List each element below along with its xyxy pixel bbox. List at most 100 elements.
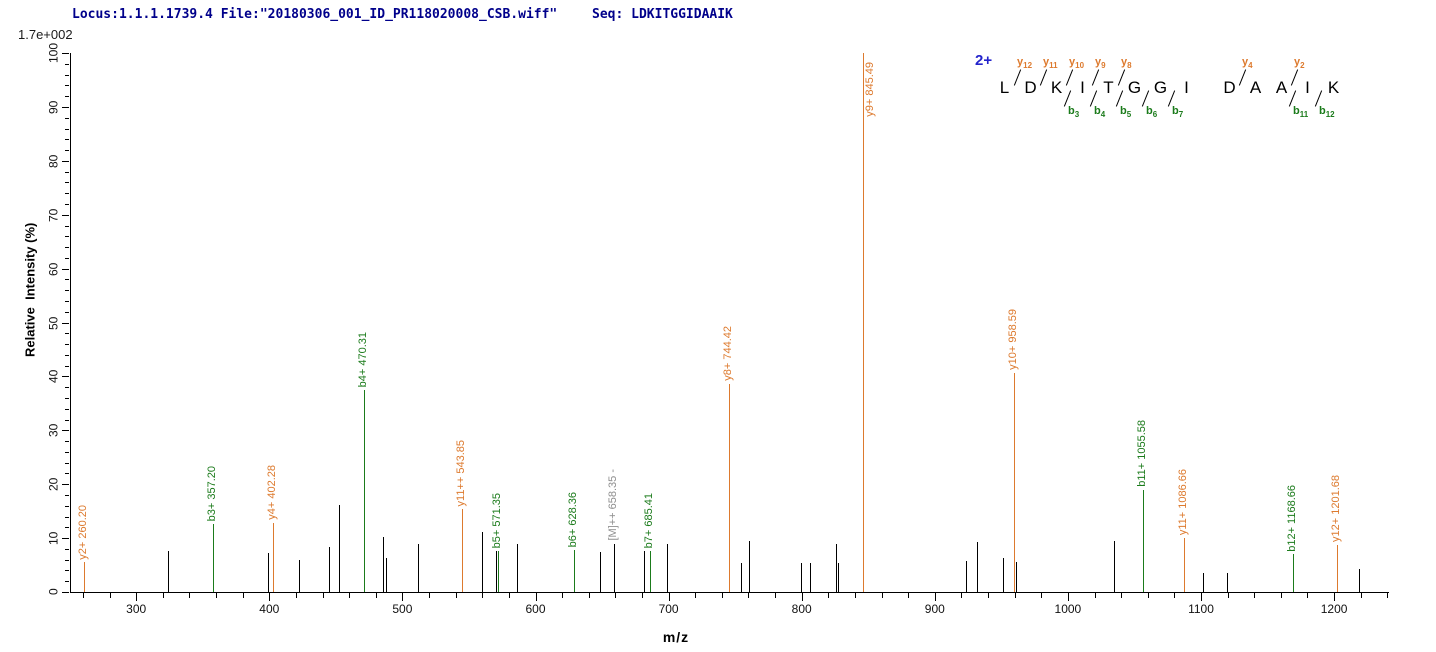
residue-D: D [1024, 78, 1037, 97]
peak-y9+ [863, 53, 865, 592]
x-tick-label: 500 [392, 602, 413, 616]
residue-K: K [1327, 78, 1340, 97]
peak-unassigned [481, 532, 483, 592]
header-locus-file: Locus:1.1.1.1739.4 File:"20180306_001_ID… [72, 7, 558, 22]
b-ion-label-b4: b4 [1094, 105, 1106, 120]
y-minor-tick [65, 128, 69, 130]
fragment-boundary [1196, 76, 1220, 100]
peak-unassigned [599, 551, 601, 592]
peak-y11++ [461, 509, 463, 592]
x-minor-tick [295, 593, 297, 598]
x-tick [801, 593, 803, 601]
x-minor-tick [455, 593, 457, 598]
x-minor-tick [1094, 593, 1096, 598]
b-ion-label-b3: b3 [1068, 105, 1080, 120]
y-minor-tick [65, 495, 69, 496]
x-minor-tick [961, 593, 963, 598]
y-minor-tick [65, 182, 69, 184]
x-minor-tick [349, 593, 351, 598]
y-ion-label-y2: y2 [1294, 55, 1305, 70]
y-minor-tick [65, 96, 69, 98]
y-minor-tick [65, 236, 69, 238]
peak-label: b4+ 470.31 [356, 332, 369, 388]
x-axis-title: m/z [662, 629, 690, 645]
x-tick [136, 593, 138, 601]
y-tick [62, 484, 69, 486]
peak-label: b7+ 685.41 [643, 492, 656, 548]
y-minor-tick [65, 117, 69, 119]
x-tick [668, 593, 670, 601]
peak-b5+ [498, 551, 500, 592]
peak-unassigned [965, 560, 967, 592]
x-minor-tick [1121, 593, 1123, 598]
y-axis-title: Relative Intensity (%) [22, 222, 38, 358]
x-minor-tick [854, 593, 856, 598]
x-tick [934, 593, 936, 601]
peak-unassigned [976, 542, 978, 592]
residue-I: I [1080, 78, 1085, 97]
y-minor-tick [65, 311, 69, 313]
y-minor-tick [65, 139, 69, 141]
max-intensity-label: 1.7e+002 [18, 27, 73, 42]
x-tick-label: 900 [924, 602, 945, 616]
peak-unassigned [386, 558, 387, 592]
x-minor-tick [1041, 593, 1043, 598]
peak-y8+ [728, 383, 730, 592]
y-minor-tick [65, 225, 69, 227]
peak-label: y10+ 958.59 [1006, 309, 1019, 371]
x-tick-label: 400 [259, 602, 280, 616]
y-tick-label: 30 [46, 423, 61, 437]
plot-area: y2+ 260.20 b3+ 357.20 y4+ 402.28 b4+ 470.31… [70, 53, 1389, 593]
y-minor-tick [65, 193, 69, 195]
x-minor-tick [828, 593, 830, 598]
peak-unassigned [835, 543, 837, 592]
x-minor-tick [322, 593, 324, 598]
fragment-boundary: b12 [1314, 76, 1335, 119]
peak-unassigned [1358, 569, 1360, 592]
x-minor-tick [189, 593, 191, 598]
y-tick-label: 80 [46, 154, 61, 168]
peak-unassigned [1203, 572, 1204, 592]
y-tick [62, 376, 69, 378]
y-tick [62, 538, 69, 540]
peak-b4+ [363, 390, 365, 592]
peak-label: y11++ 543.85 [454, 439, 467, 506]
y-minor-tick [65, 247, 69, 248]
peak-unassigned [495, 551, 497, 592]
peak-unassigned [838, 562, 840, 592]
residue-L: L [999, 78, 1010, 97]
y-tick [62, 106, 69, 108]
y-tick-label: 10 [46, 531, 61, 545]
x-minor-tick [908, 593, 910, 598]
peak-y4+ [273, 523, 275, 592]
header-sequence: Seq: LDKITGGIDAAIK [592, 7, 733, 22]
y-minor-tick [65, 290, 69, 292]
y-ion-label-y12: y12 [1017, 55, 1033, 70]
peak-label: b12+ 1168.66 [1286, 484, 1299, 552]
y-tick [62, 322, 69, 324]
peak-label: y4+ 402.28 [266, 465, 279, 520]
y-minor-tick [65, 171, 69, 173]
b-ion-label-b12: b12 [1319, 105, 1335, 120]
peak-unassigned [268, 553, 269, 592]
peak-b7+ [650, 551, 652, 592]
x-tick-label: 300 [126, 602, 147, 616]
y-minor-tick [65, 516, 69, 518]
peak-unassigned [740, 563, 742, 592]
residue-A: A [1275, 78, 1288, 97]
x-minor-tick [1147, 593, 1149, 598]
y-ion-label-y4: y4 [1242, 55, 1253, 70]
x-tick-label: 1100 [1188, 602, 1214, 616]
y-minor-tick [65, 150, 69, 151]
residue-A: A [1249, 78, 1262, 97]
x-minor-tick [1360, 593, 1362, 598]
x-tick [1067, 593, 1069, 601]
y-tick [62, 214, 69, 216]
y-minor-tick [65, 354, 69, 356]
y-minor-tick [65, 473, 69, 475]
x-minor-tick [162, 593, 164, 598]
peak-b12+ [1293, 554, 1295, 592]
peak-label: y9+ 845.49 [864, 62, 877, 117]
x-minor-tick [375, 593, 377, 598]
fragment-boundary: y4 [1238, 56, 1253, 100]
